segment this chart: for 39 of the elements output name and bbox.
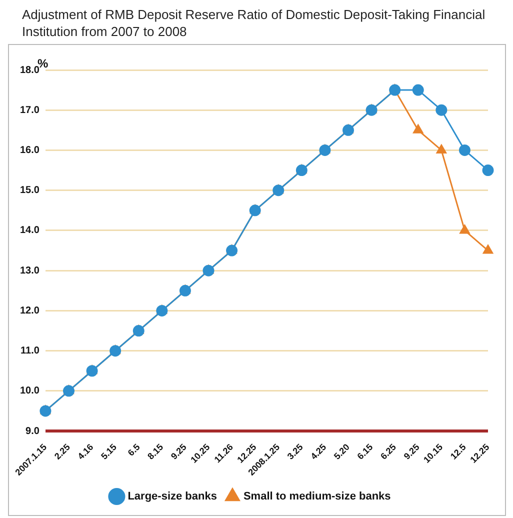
point: [458, 144, 470, 156]
y-tick-label: 17.0: [20, 104, 40, 116]
legend-label: Large-size banks: [128, 490, 217, 503]
y-tick-label: 13.0: [20, 265, 40, 276]
point: [86, 365, 98, 377]
point: [202, 264, 214, 276]
point: [413, 124, 424, 134]
point: [319, 144, 331, 156]
x-tick-label: 6.5: [126, 442, 142, 458]
y-tick-label: 9.0: [26, 426, 40, 437]
point: [482, 244, 494, 254]
y-tick-label: 14.0: [20, 225, 40, 236]
point: [249, 204, 261, 216]
y-tick-label: 11.0: [20, 346, 40, 357]
point: [366, 104, 378, 116]
point: [272, 184, 284, 196]
y-tick-label: 10.0: [20, 386, 40, 397]
point: [412, 84, 424, 96]
point: [342, 124, 354, 136]
legend-label: Small to medium-size banks: [243, 490, 391, 503]
point: [226, 244, 238, 256]
point: [63, 385, 75, 397]
point: [436, 144, 446, 154]
point: [156, 304, 168, 316]
y-tick-label: 12.0: [20, 305, 40, 316]
point: [110, 345, 122, 357]
point: [460, 224, 470, 234]
point: [179, 284, 191, 296]
y-tick-label: 15.0: [20, 185, 40, 196]
point: [482, 164, 494, 176]
point: [389, 84, 401, 96]
point: [40, 405, 52, 417]
x-tick-label: 4.16: [76, 442, 96, 462]
y-tick-label: 18.0: [20, 64, 40, 76]
y-tick-label: 16.0: [20, 144, 40, 156]
chart-title: Adjustment of RMB Deposit Reserve Ratio of Domestic Deposit-Taking Financial Institution from 2007 to 2008: [22, 6, 486, 40]
point: [436, 104, 448, 116]
point: [132, 325, 144, 337]
point: [296, 164, 308, 176]
